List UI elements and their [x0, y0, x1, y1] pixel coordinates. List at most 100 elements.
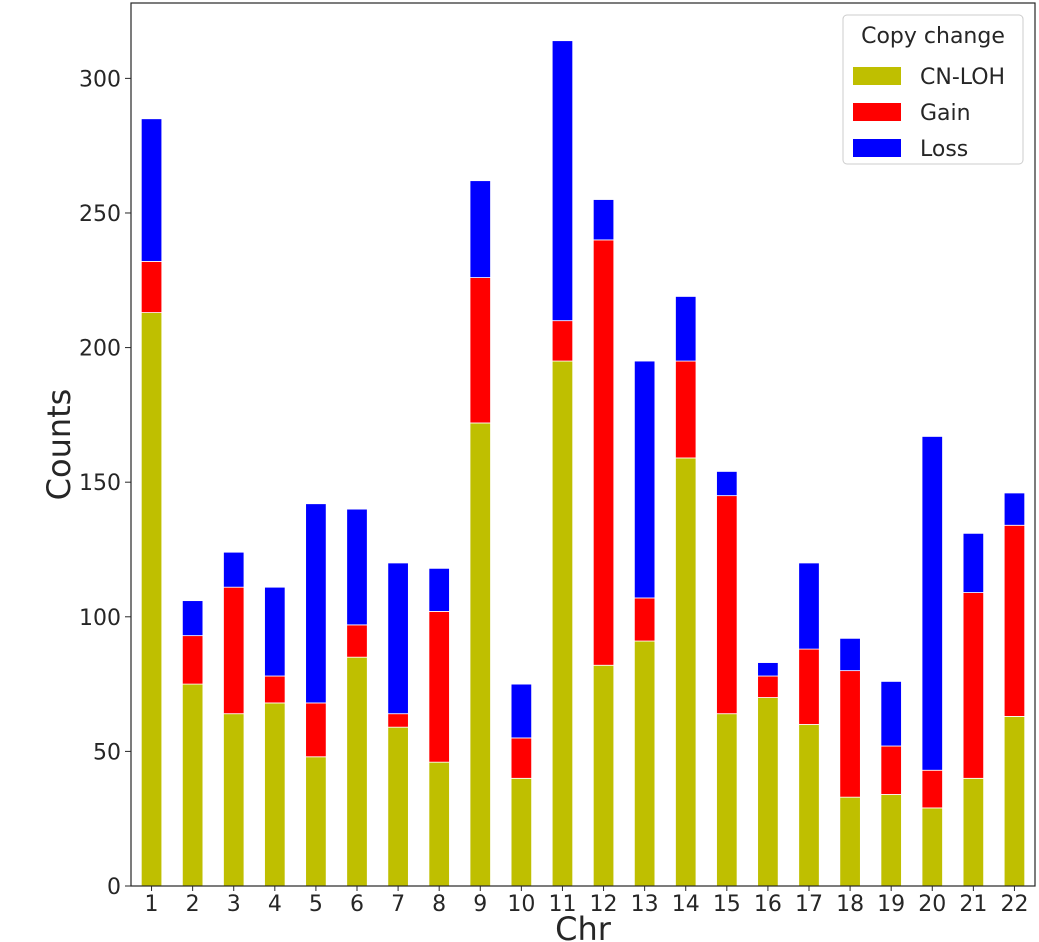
legend-swatch-gain [853, 103, 901, 121]
x-tick-label: 22 [1000, 892, 1028, 917]
x-tick-label: 12 [590, 892, 618, 917]
legend-label-cn-loh: CN-LOH [920, 65, 1005, 90]
y-axis-title: Counts [40, 389, 78, 501]
x-tick-label: 21 [959, 892, 987, 917]
bar-loss-chr-21 [962, 532, 985, 593]
bar-loss-chr-6 [346, 508, 368, 626]
x-tick-label: 9 [473, 892, 487, 917]
legend-label-gain: Gain [920, 101, 971, 126]
bar-gain-chr-21 [962, 592, 985, 779]
x-tick-label: 13 [631, 892, 659, 917]
bar-cn-loh-chr-8 [428, 761, 450, 887]
y-tick-label: 0 [107, 875, 121, 900]
legend-swatch-loss [853, 139, 901, 157]
y-tick-label: 200 [79, 337, 121, 362]
bar-loss-chr-9 [469, 180, 491, 278]
bar-loss-chr-10 [510, 683, 533, 739]
bar-loss-chr-20 [921, 436, 943, 771]
x-tick-label: 15 [713, 892, 741, 917]
bar-loss-chr-2 [181, 600, 204, 637]
x-tick-label: 20 [918, 892, 946, 917]
bar-loss-chr-16 [757, 662, 779, 677]
x-tick-label: 19 [877, 892, 905, 917]
bar-cn-loh-chr-6 [346, 656, 368, 887]
bar-cn-loh-chr-14 [675, 457, 697, 887]
bar-gain-chr-7 [387, 713, 409, 728]
x-tick-label: 17 [795, 892, 823, 917]
x-tick-label: 18 [836, 892, 864, 917]
bar-cn-loh-chr-10 [510, 777, 533, 887]
bar-gain-chr-3 [223, 586, 245, 715]
bar-loss-chr-1 [140, 118, 163, 262]
y-tick-label: 300 [79, 67, 121, 92]
bar-loss-chr-4 [264, 586, 286, 677]
x-tick-label: 14 [672, 892, 700, 917]
legend-swatch-cn-loh [853, 67, 901, 85]
bar-loss-chr-15 [716, 471, 738, 497]
bar-cn-loh-chr-19 [880, 794, 902, 887]
bar-gain-chr-1 [140, 261, 163, 313]
legend: Copy change CN-LOH Gain Loss [842, 14, 1024, 165]
bar-loss-chr-3 [223, 551, 245, 588]
bar-cn-loh-chr-3 [223, 713, 245, 887]
x-tick-label: 16 [754, 892, 782, 917]
bar-cn-loh-chr-11 [551, 360, 574, 887]
x-tick-label: 2 [186, 892, 200, 917]
y-tick-label: 250 [79, 202, 121, 227]
bar-gain-chr-22 [1003, 524, 1026, 717]
bar-gain-chr-4 [264, 675, 286, 704]
x-tick-label: 1 [145, 892, 159, 917]
bar-gain-chr-14 [675, 360, 697, 459]
x-tick-label: 5 [309, 892, 323, 917]
bar-loss-chr-7 [387, 562, 409, 715]
bar-cn-loh-chr-2 [181, 683, 204, 887]
bar-cn-loh-chr-18 [839, 796, 861, 887]
bar-gain-chr-20 [921, 769, 943, 809]
bar-gain-chr-13 [633, 597, 656, 642]
bar-cn-loh-chr-21 [962, 777, 985, 887]
legend-items: CN-LOH Gain Loss [853, 65, 1005, 162]
bar-loss-chr-14 [675, 296, 697, 362]
bar-loss-chr-11 [551, 40, 574, 322]
bar-loss-chr-8 [428, 567, 450, 612]
bar-loss-chr-17 [798, 562, 820, 650]
bar-loss-chr-13 [633, 360, 656, 599]
bar-cn-loh-chr-20 [921, 807, 943, 887]
bar-gain-chr-6 [346, 624, 368, 658]
x-tick-labels: 1 2 3 4 5 6 7 8 9 10 11 12 13 14 15 16 17 18 19 20 21 22 [145, 886, 1028, 917]
bar-cn-loh-chr-12 [592, 664, 615, 887]
bar-gain-chr-12 [592, 239, 615, 666]
plot-frame [130, 2, 1036, 887]
bar-gain-chr-16 [757, 675, 779, 698]
bar-cn-loh-chr-1 [140, 312, 163, 887]
bar-cn-loh-chr-15 [716, 713, 738, 887]
bar-gain-chr-10 [510, 737, 533, 779]
bar-cn-loh-chr-17 [798, 724, 820, 887]
y-tick-label: 50 [93, 740, 121, 765]
bar-cn-loh-chr-5 [305, 756, 327, 887]
x-tick-label: 7 [391, 892, 405, 917]
legend-label-loss: Loss [920, 137, 968, 162]
x-tick-label: 11 [548, 892, 576, 917]
bar-gain-chr-11 [551, 320, 574, 362]
bar-cn-loh-chr-22 [1003, 715, 1026, 887]
x-tick-label: 8 [432, 892, 446, 917]
legend-title: Copy change [861, 24, 1005, 49]
bar-cn-loh-chr-13 [633, 640, 656, 887]
bar-loss-chr-5 [305, 503, 327, 704]
x-tick-label: 3 [227, 892, 241, 917]
bar-cn-loh-chr-16 [757, 697, 779, 887]
bar-gain-chr-8 [428, 611, 450, 763]
y-tick-label: 150 [79, 471, 121, 496]
bar-loss-chr-18 [839, 637, 861, 672]
bar-loss-chr-22 [1003, 492, 1026, 526]
y-tick-label: 100 [79, 606, 121, 631]
bar-gain-chr-5 [305, 702, 327, 758]
bar-gain-chr-15 [716, 495, 738, 715]
bar-gain-chr-17 [798, 648, 820, 725]
bar-gain-chr-18 [839, 670, 861, 798]
bar-gain-chr-9 [469, 277, 491, 424]
bar-gain-chr-19 [880, 745, 902, 795]
